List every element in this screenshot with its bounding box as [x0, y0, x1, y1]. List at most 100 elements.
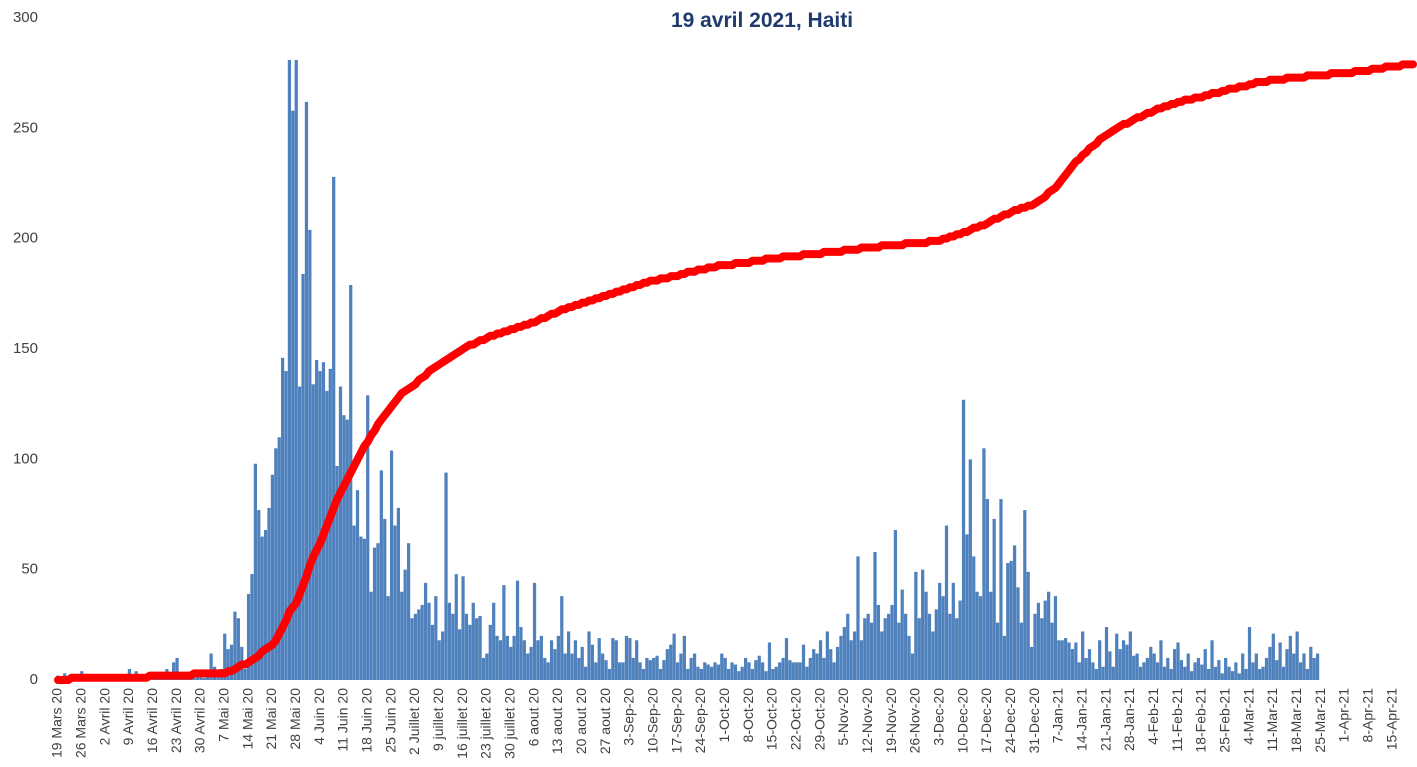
bar — [458, 629, 462, 680]
bar — [709, 666, 714, 680]
bar — [223, 633, 227, 680]
x-tick-label: 25-Mar-21 — [1312, 688, 1328, 753]
bar — [696, 666, 700, 680]
bar — [805, 666, 809, 680]
bar — [1104, 627, 1109, 680]
x-tick-label: 28 Mai 20 — [287, 688, 303, 750]
bar — [1309, 646, 1313, 680]
bar — [703, 662, 707, 680]
bar-series — [56, 59, 1320, 681]
bar — [1193, 662, 1197, 680]
x-tick-label: 2 Juillet 20 — [406, 688, 422, 755]
x-tick-label: 14 Mai 20 — [239, 688, 255, 750]
bar — [883, 618, 887, 680]
bar — [560, 596, 564, 680]
bar — [1234, 662, 1238, 680]
bar — [475, 618, 479, 680]
y-tick-label: 250 — [13, 119, 38, 136]
bar — [1207, 668, 1211, 680]
bar — [529, 646, 533, 680]
bar — [750, 668, 755, 680]
bar — [1298, 662, 1303, 680]
bar — [835, 646, 840, 680]
bar — [376, 543, 380, 680]
bar — [791, 662, 795, 680]
x-tick-label: 7-Jan-21 — [1050, 688, 1066, 743]
bar — [1254, 653, 1258, 680]
bar — [294, 59, 298, 681]
bar — [958, 600, 962, 680]
bar — [427, 602, 431, 680]
bar — [1026, 571, 1030, 680]
bar — [1012, 545, 1017, 680]
bar — [1162, 666, 1167, 680]
bar — [502, 585, 506, 680]
x-tick-label: 16 juillet 20 — [454, 688, 470, 759]
x-tick-label: 24-Dec-20 — [1002, 688, 1018, 754]
bar — [1135, 653, 1139, 680]
bar — [917, 618, 921, 680]
bar — [1016, 587, 1020, 680]
bar — [321, 362, 326, 680]
x-tick-label: 10-Dec-20 — [954, 688, 970, 754]
bar — [607, 668, 612, 680]
bar — [1043, 600, 1047, 680]
bar — [1040, 618, 1044, 680]
bar — [1053, 596, 1058, 680]
bar — [1312, 657, 1316, 680]
bar — [1087, 649, 1092, 680]
bar — [1203, 649, 1207, 680]
bar — [192, 677, 196, 680]
bar — [505, 635, 509, 680]
bar — [1019, 622, 1024, 680]
bar — [961, 399, 966, 680]
x-tick-label: 26-Nov-20 — [907, 688, 923, 754]
y-tick-label: 50 — [21, 561, 38, 578]
bar — [311, 384, 315, 680]
x-tick-label: 4 Juin 20 — [311, 688, 327, 745]
bar — [468, 624, 472, 680]
x-tick-label: 15-Oct-20 — [764, 688, 780, 750]
bar — [635, 640, 639, 680]
bar — [1271, 633, 1275, 680]
bar — [263, 529, 268, 680]
bar — [631, 657, 635, 680]
bar — [924, 591, 928, 680]
bar — [761, 662, 765, 680]
bar — [1241, 653, 1245, 680]
bar — [485, 653, 489, 680]
bar — [274, 448, 278, 680]
bar — [880, 631, 884, 680]
bar — [784, 638, 789, 680]
bar — [856, 556, 860, 680]
bar — [669, 644, 673, 680]
bar — [1220, 673, 1224, 680]
bar — [393, 525, 397, 680]
bar — [563, 653, 567, 680]
bar — [621, 662, 625, 680]
x-tick-label: 16 Avril 20 — [144, 688, 160, 753]
bar — [1244, 668, 1248, 680]
bar — [682, 635, 686, 680]
bar — [304, 101, 309, 680]
bar — [951, 582, 955, 680]
bar — [573, 640, 578, 680]
bar — [1125, 644, 1129, 680]
bar — [280, 357, 285, 680]
x-tick-label: 30 juillet 20 — [502, 688, 518, 759]
bar — [454, 574, 458, 680]
bar — [352, 525, 356, 680]
bar — [1047, 591, 1051, 680]
bar — [941, 596, 945, 680]
x-tick-label: 8-Oct-20 — [740, 688, 756, 743]
bar — [921, 569, 925, 680]
bar — [1268, 646, 1272, 680]
bar — [257, 510, 261, 680]
bar — [910, 653, 915, 680]
bar — [175, 657, 179, 680]
y-tick-label: 100 — [13, 450, 38, 467]
bar — [570, 653, 574, 680]
bar — [318, 371, 322, 680]
bar — [1111, 666, 1115, 680]
x-tick-label: 3-Dec-20 — [930, 688, 946, 746]
